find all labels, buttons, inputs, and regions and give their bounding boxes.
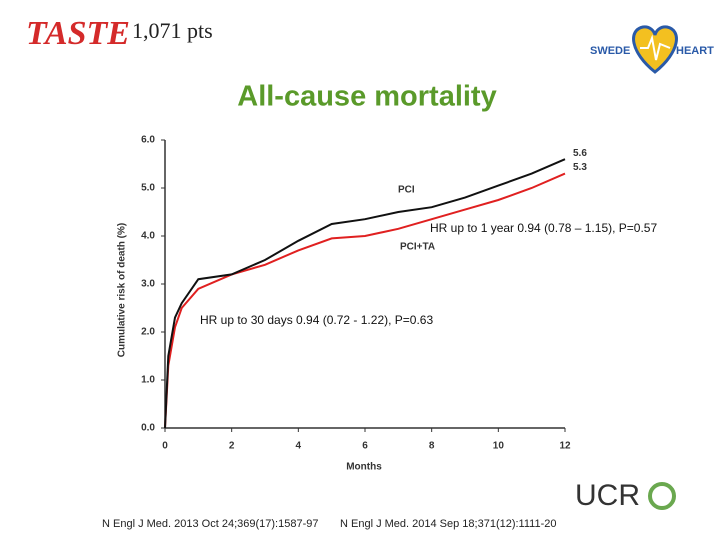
- y-tick-label: 6.0: [141, 135, 155, 146]
- x-tick-label: 0: [162, 441, 168, 452]
- series-line: [164, 172, 566, 429]
- series-label: PCI: [398, 185, 415, 196]
- y-tick-label: 3.0: [141, 279, 155, 290]
- logo-ring: [648, 482, 676, 510]
- series-label: PCI+TA: [400, 242, 435, 253]
- series-line: [164, 158, 566, 429]
- x-tick-label: 6: [362, 441, 368, 452]
- logo-heart: HEART: [676, 45, 714, 57]
- y-tick-label: 0.0: [141, 423, 155, 434]
- brand: TASTE: [26, 15, 130, 52]
- logo-swede: SWEDE: [590, 45, 630, 57]
- x-tick-label: 10: [493, 441, 505, 452]
- y-tick-label: 2.0: [141, 327, 155, 338]
- logo-ucr: UCR: [575, 479, 640, 512]
- y-tick-label: 5.0: [141, 183, 155, 194]
- y-tick-label: 4.0: [141, 231, 155, 242]
- y-axis-label: Cumulative risk of death (%): [117, 223, 128, 357]
- annotation: HR up to 30 days 0.94 (0.72 - 1.22), P=0…: [200, 313, 433, 327]
- pulse-icon: [640, 34, 671, 61]
- patient-count: 1,071 pts: [132, 18, 213, 43]
- ucr-logo: UCR: [575, 479, 676, 512]
- swedeheart-logo: SWEDE HEART: [590, 25, 714, 74]
- x-tick-label: 2: [229, 441, 235, 452]
- x-tick-label: 8: [429, 441, 435, 452]
- citation: N Engl J Med. 2013 Oct 24;369(17):1587-9…: [102, 518, 318, 530]
- y-tick-label: 1.0: [141, 375, 155, 386]
- chart-title: All-cause mortality: [237, 81, 496, 113]
- annotation: HR up to 1 year 0.94 (0.78 – 1.15), P=0.…: [430, 221, 657, 235]
- citation: N Engl J Med. 2014 Sep 18;371(12):1111-2…: [340, 518, 556, 530]
- x-tick-label: 12: [559, 441, 571, 452]
- x-tick-label: 4: [296, 441, 302, 452]
- value-label: 5.3: [573, 162, 587, 173]
- x-axis-label: Months: [346, 462, 382, 473]
- value-label: 5.6: [573, 148, 587, 159]
